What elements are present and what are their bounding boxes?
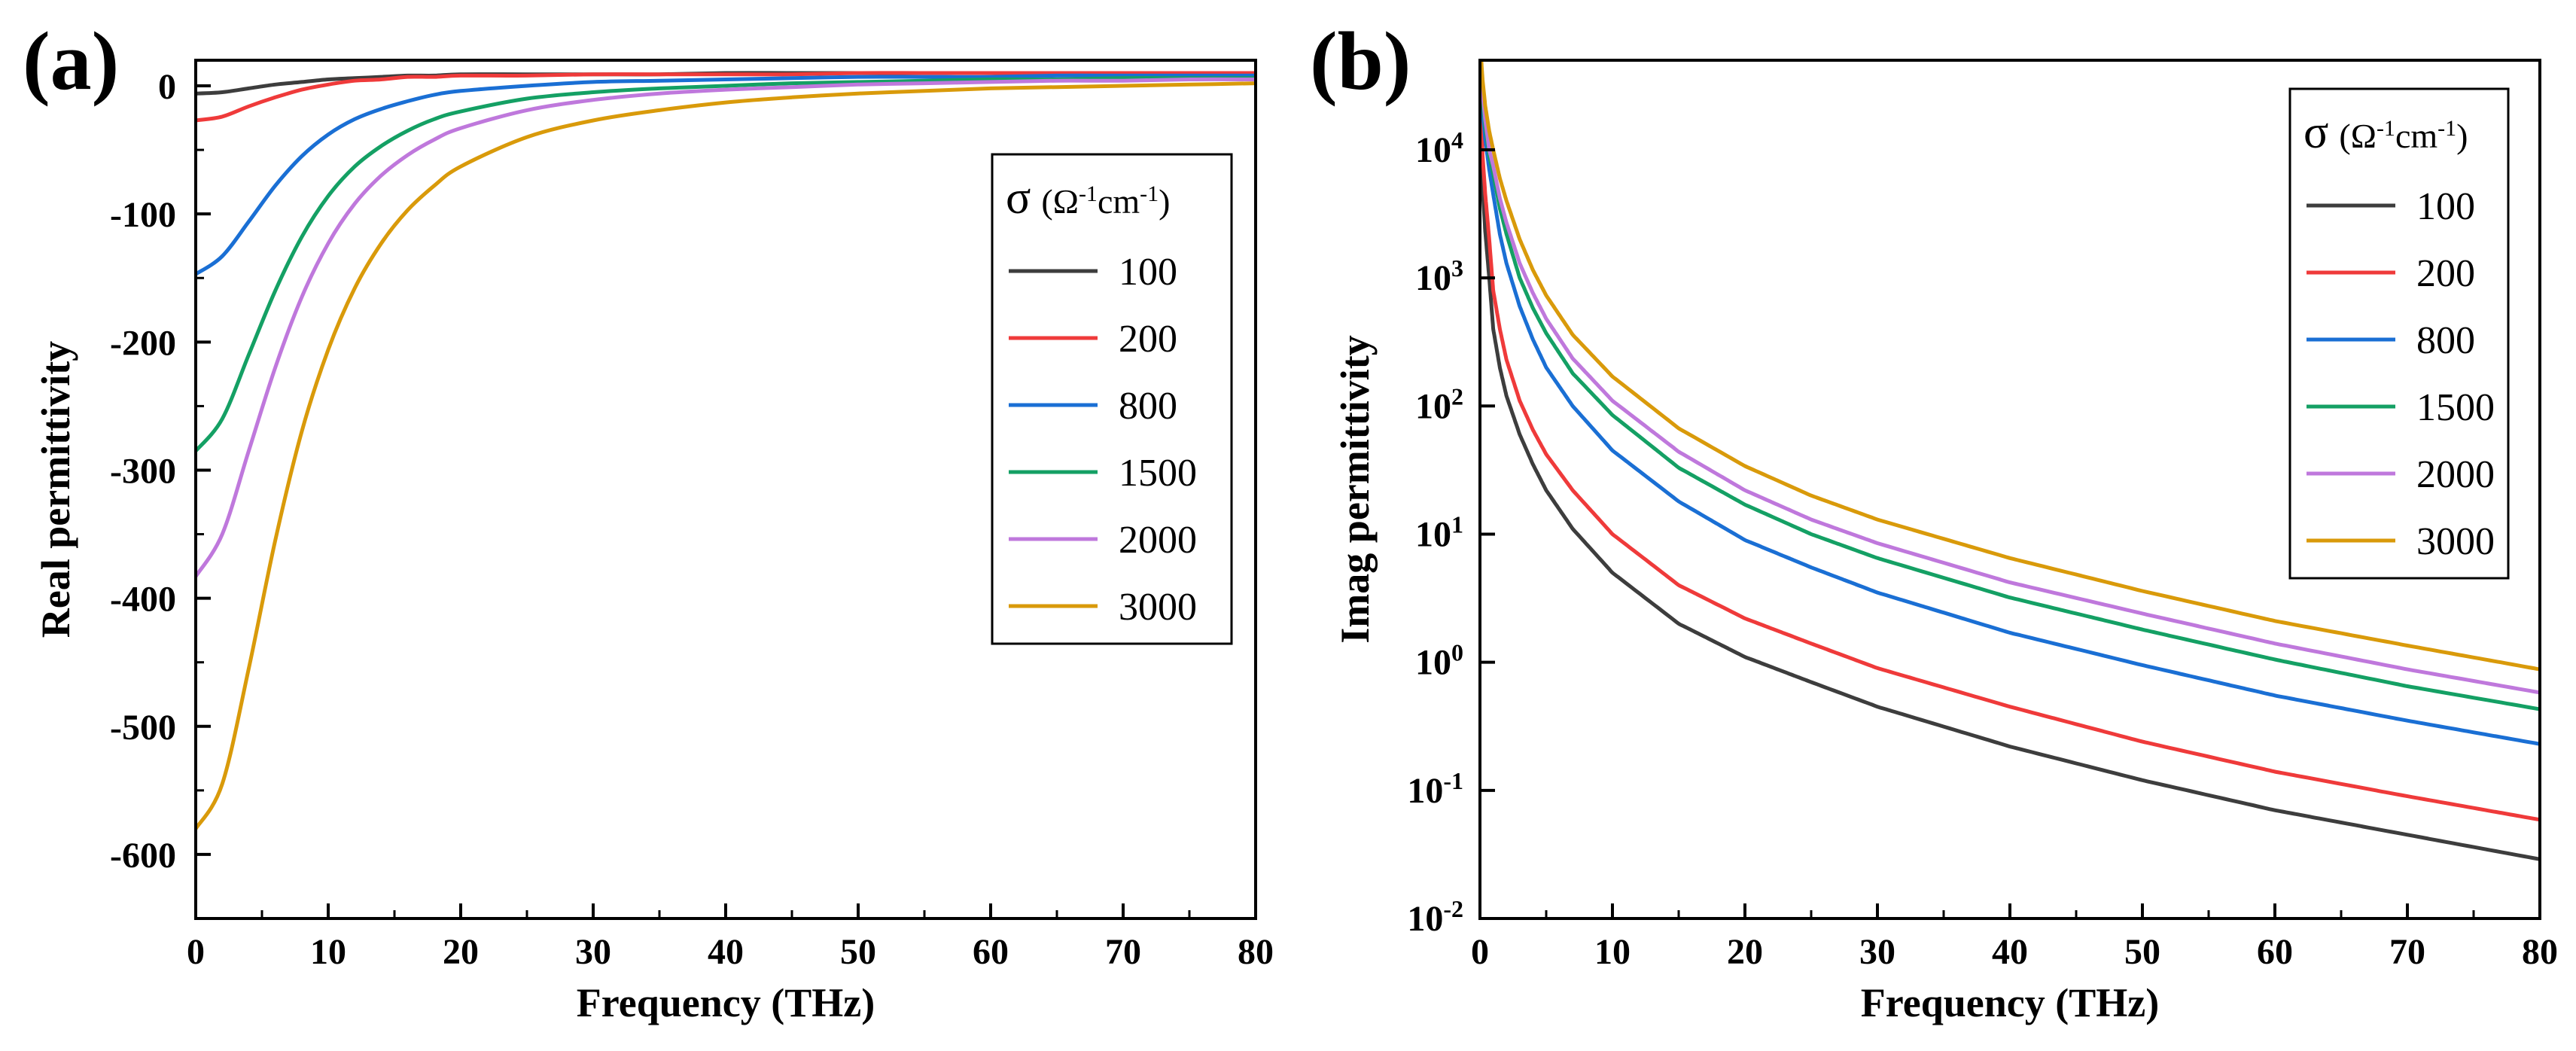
- legend-box: [991, 153, 1233, 645]
- x-tick-label: 0: [187, 932, 205, 972]
- y-tick-label: -600: [110, 836, 176, 876]
- x-tick-label: 30: [1859, 932, 1895, 972]
- panel-label: (b): [1310, 15, 1411, 107]
- series-line-2000: [1480, 72, 2540, 695]
- series-line-800: [1480, 88, 2540, 746]
- chart-panel-a: (a)0 10 20 30 40 50 60 70 800-100-200-300-400-50…: [23, 15, 1274, 1025]
- legend: σ (Ω-1cm-1) 100 200 800 1500 2000 3000: [2288, 87, 2510, 580]
- legend-label-100: 100: [2416, 185, 2475, 228]
- legend-label-100: 100: [1119, 251, 1177, 294]
- y-axis-label: Imag permittivity: [1332, 335, 1378, 643]
- x-tick-label: 20: [443, 932, 479, 972]
- legend-label-1500: 1500: [1119, 452, 1197, 495]
- x-tick-label: 70: [1105, 932, 1141, 972]
- y-tick-label: 10-1: [1407, 767, 1463, 811]
- x-tick-label: 60: [2257, 932, 2293, 972]
- x-tick-label: 60: [973, 932, 1009, 972]
- y-axis-label: Real permittivity: [33, 341, 78, 638]
- legend-label-800: 800: [2416, 319, 2475, 362]
- x-tick-label: 40: [1992, 932, 2028, 972]
- y-tick-label: 104: [1415, 126, 1463, 170]
- x-tick-label: 50: [2124, 932, 2160, 972]
- legend-title: σ (Ω-1cm-1): [2303, 107, 2468, 158]
- y-tick-label: 10-2: [1407, 895, 1463, 939]
- y-tick-label: -400: [110, 580, 176, 620]
- series-group: [1480, 60, 2540, 861]
- x-tick-label: 30: [575, 932, 611, 972]
- x-tick-label: 0: [1471, 932, 1489, 972]
- y-tick-label: 102: [1415, 382, 1463, 426]
- series-line-200: [196, 71, 1256, 123]
- series-group: [196, 71, 1256, 830]
- legend-label-2000: 2000: [1119, 519, 1197, 562]
- y-tick-label: -200: [110, 323, 176, 363]
- legend-label-3000: 3000: [2416, 520, 2495, 563]
- x-tick-label: 10: [1594, 932, 1631, 972]
- panel-label: (a): [23, 15, 119, 107]
- legend-label-200: 200: [2416, 252, 2475, 295]
- x-tick-label: 20: [1727, 932, 1763, 972]
- legend-label-800: 800: [1119, 385, 1177, 428]
- legend-label-200: 200: [1119, 318, 1177, 361]
- legend-title: σ (Ω-1cm-1): [1006, 172, 1170, 224]
- x-tick-label: 50: [840, 932, 876, 972]
- legend-label-3000: 3000: [1119, 586, 1197, 629]
- series-line-200: [1480, 117, 2540, 822]
- x-tick-label: 40: [708, 932, 744, 972]
- series-line-800: [196, 73, 1256, 276]
- x-tick-label: 70: [2389, 932, 2425, 972]
- y-tick-label: -100: [110, 195, 176, 235]
- chart-panel-b: (b) 0 10 20 30 40 50 60 70 80 10-2 10-1 100 101 102 103…: [1310, 15, 2558, 1025]
- y-tick-label: 103: [1415, 254, 1463, 298]
- x-tick-label: 80: [1238, 932, 1274, 972]
- legend-label-1500: 1500: [2416, 386, 2495, 429]
- series-line-100: [1480, 149, 2540, 861]
- x-axis-label: Frequency (THz): [1861, 980, 2159, 1025]
- x-tick-label: 10: [310, 932, 346, 972]
- legend: σ (Ω-1cm-1) 100 200 800 1500 2000 3000: [991, 153, 1233, 645]
- y-tick-label: -300: [110, 451, 176, 491]
- legend-box: [2288, 87, 2510, 580]
- y-tick-label: -500: [110, 708, 176, 748]
- series-line-3000: [1480, 60, 2540, 672]
- y-tick-label: 101: [1415, 510, 1463, 554]
- y-tick-label: 100: [1415, 639, 1463, 683]
- x-tick-label: 80: [2522, 932, 2558, 972]
- x-axis-label: Frequency (THz): [577, 980, 875, 1025]
- legend-label-2000: 2000: [2416, 453, 2495, 496]
- series-line-2000: [196, 77, 1256, 578]
- series-line-3000: [196, 81, 1256, 830]
- y-tick-label: 0: [158, 67, 176, 107]
